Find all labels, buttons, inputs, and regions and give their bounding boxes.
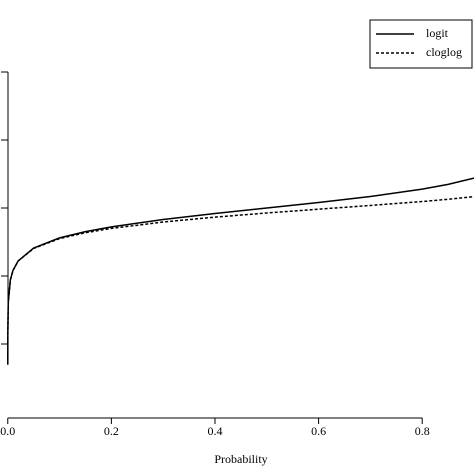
x-tick-label: 0.8 bbox=[415, 424, 430, 438]
line-series bbox=[7, 177, 474, 365]
legend-box bbox=[369, 19, 473, 69]
x-tick-label: 0.4 bbox=[207, 424, 222, 438]
x-tick-label: 0.6 bbox=[311, 424, 326, 438]
x-tick-label: 0.2 bbox=[104, 424, 119, 438]
line-series bbox=[7, 195, 474, 365]
legend-label: logit bbox=[426, 26, 449, 40]
legend-label: cloglog bbox=[426, 45, 462, 59]
x-axis-title: Probability bbox=[214, 452, 267, 466]
x-tick-label: 0.0 bbox=[0, 424, 15, 438]
